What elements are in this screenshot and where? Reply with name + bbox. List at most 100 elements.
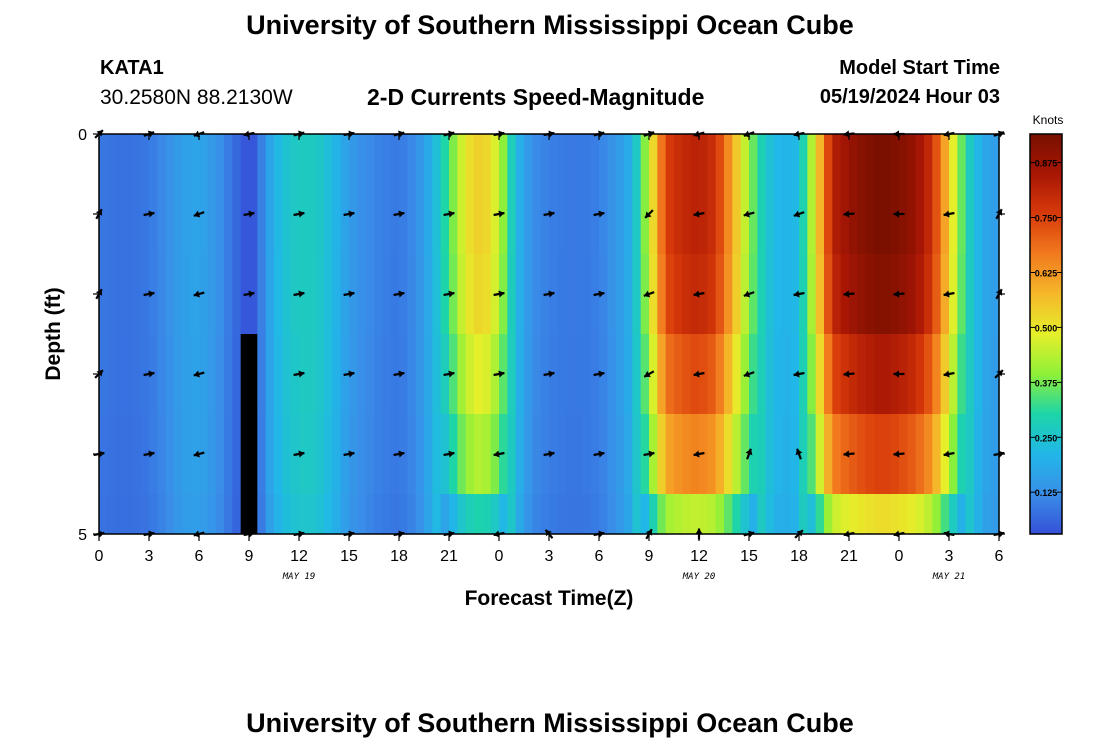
- heatmap-cell: [882, 254, 892, 335]
- heatmap-cell: [865, 494, 875, 535]
- heatmap-cell: [290, 494, 300, 535]
- arrow-head: [398, 450, 405, 458]
- heatmap-cell: [665, 134, 675, 175]
- heatmap-cell: [599, 494, 608, 535]
- arrow-head: [598, 450, 605, 458]
- heatmap-cell: [624, 334, 633, 415]
- heatmap-cell: [932, 414, 942, 495]
- heatmap-cell: [732, 414, 742, 495]
- date-label: MAY 21: [932, 572, 966, 582]
- heatmap-cell: [249, 494, 258, 535]
- heatmap-cell: [840, 134, 850, 175]
- arrow-head: [643, 290, 651, 298]
- arrow-head: [843, 290, 850, 298]
- heatmap-cell: [224, 494, 233, 535]
- heatmap-cell: [665, 334, 675, 415]
- heatmap-cell: [507, 414, 517, 495]
- heatmap-cell: [257, 494, 267, 535]
- current-arrow: [543, 290, 555, 298]
- heatmap-cell: [199, 494, 208, 535]
- heatmap-cell: [407, 334, 417, 415]
- heatmap-cell: [149, 494, 158, 535]
- heatmap-cell: [432, 134, 442, 175]
- heatmap-cell: [515, 174, 525, 255]
- arrow-head: [943, 450, 950, 458]
- arrow-head: [298, 450, 305, 458]
- current-arrow: [795, 448, 803, 460]
- heatmap-cell: [307, 254, 317, 335]
- arrow-head: [298, 290, 305, 298]
- heatmap-cell: [674, 334, 683, 415]
- x-tick-label: 3: [545, 548, 554, 565]
- heatmap-cell: [282, 254, 292, 335]
- heatmap-cell: [832, 414, 842, 495]
- heatmap-cell: [974, 494, 983, 535]
- heatmap-cell: [257, 134, 267, 175]
- heatmap-cell: [982, 414, 992, 495]
- heatmap-cell: [740, 494, 750, 535]
- heatmap-cell: [332, 494, 342, 535]
- heatmap-cell: [274, 134, 283, 175]
- heatmap-cell: [807, 134, 817, 175]
- page-title: University of Southern Mississippi Ocean…: [246, 10, 854, 40]
- arrow-head: [498, 370, 505, 378]
- heatmap-cell: [532, 334, 542, 415]
- heatmap-cell: [140, 494, 150, 535]
- arrow-head: [648, 450, 655, 458]
- arrow-head: [448, 450, 455, 458]
- heatmap-cell: [415, 174, 425, 255]
- heatmap-cell: [915, 134, 925, 175]
- heatmap-cell: [457, 254, 467, 335]
- heatmap-cell: [865, 134, 875, 175]
- heatmap-cell: [557, 254, 567, 335]
- heatmap-cell: [715, 134, 725, 175]
- heatmap-cell: [632, 494, 642, 535]
- heatmap-cell: [182, 174, 192, 255]
- heatmap-cell: [807, 254, 817, 335]
- heatmap-cell: [257, 334, 267, 415]
- heatmap-cell: [107, 334, 117, 415]
- heatmap-cell: [307, 334, 317, 415]
- arrow-head: [693, 370, 700, 378]
- heatmap-cell: [224, 334, 233, 415]
- heatmap-cell: [732, 134, 742, 175]
- heatmap-cell: [782, 134, 792, 175]
- colorbar-tick-label: 0.625: [1035, 269, 1058, 279]
- heatmap-cell: [899, 134, 908, 175]
- heatmap-cell: [415, 134, 425, 175]
- current-arrow: [593, 450, 605, 458]
- heatmap-cell: [132, 334, 142, 415]
- heatmap-cell: [757, 134, 767, 175]
- heatmap-cell: [582, 414, 592, 495]
- heatmap-cell: [757, 174, 767, 255]
- current-arrow: [293, 450, 305, 458]
- heatmap-cell: [357, 134, 367, 175]
- current-arrow: [593, 210, 605, 218]
- heatmap-cell: [365, 334, 375, 415]
- heatmap-cell: [724, 334, 733, 415]
- heatmap-cell: [215, 174, 225, 255]
- heatmap-cell: [107, 174, 117, 255]
- heatmap-cell: [715, 334, 725, 415]
- heatmap-cell: [965, 494, 975, 535]
- heatmap-cell: [907, 414, 917, 495]
- heatmap-cell: [874, 334, 883, 415]
- heatmap-cell: [324, 134, 333, 175]
- heatmap-cell: [232, 494, 242, 535]
- current-arrow: [243, 450, 255, 458]
- heatmap-cell: [99, 254, 108, 335]
- heatmap-cell: [515, 414, 525, 495]
- colorbar-ticks: 0.875 0.750 0.625 0.500 0.375 0.250 0.125: [1030, 159, 1062, 498]
- heatmap-cell: [724, 414, 733, 495]
- heatmap-cell: [299, 494, 308, 535]
- heatmap-cell: [865, 254, 875, 335]
- heatmap-cell: [290, 134, 300, 175]
- arrow-head: [148, 370, 155, 378]
- heatmap-cell: [774, 334, 783, 415]
- heatmap-cell: [124, 414, 133, 495]
- heatmap-cell: [515, 254, 525, 335]
- heatmap-cell: [324, 414, 333, 495]
- heatmap-cell: [699, 134, 708, 175]
- heatmap-cell: [282, 174, 292, 255]
- heatmap-cell: [815, 134, 825, 175]
